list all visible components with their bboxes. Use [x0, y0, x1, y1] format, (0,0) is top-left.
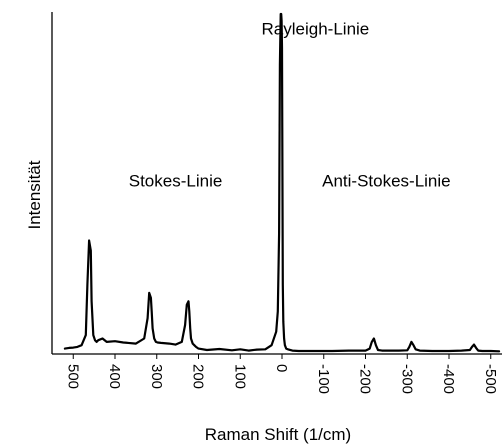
x-tick-label-group: 500 400 300 200 100 0 -100 -200 -300 -400 -500: [64, 364, 499, 394]
x-tick-label: 500: [64, 364, 81, 389]
x-tick-label: -200: [357, 364, 374, 394]
x-tick-group: [72, 354, 492, 359]
annotation-group: Rayleigh-Linie Stokes-Linie Anti-Stokes-Li…: [129, 19, 451, 190]
x-tick-label: 300: [148, 364, 165, 389]
x-tick-label: 200: [190, 364, 207, 389]
annotation-label: Stokes-Linie: [129, 171, 223, 190]
annotation-label: Anti-Stokes-Linie: [322, 171, 451, 190]
x-axis-label: Raman Shift (1/cm): [205, 425, 351, 444]
annotation-label: Rayleigh-Linie: [262, 19, 370, 38]
x-tick-label: 100: [231, 364, 248, 389]
x-tick-label: -100: [315, 364, 332, 394]
y-axis-label: Intensität: [25, 160, 44, 229]
x-tick-label: -500: [482, 364, 499, 394]
x-tick-label: -400: [440, 364, 457, 394]
x-tick-label: 400: [106, 364, 123, 389]
x-tick-label: 0: [273, 364, 290, 372]
x-tick-label: -300: [398, 364, 415, 394]
series-line-raman: [63, 12, 501, 353]
